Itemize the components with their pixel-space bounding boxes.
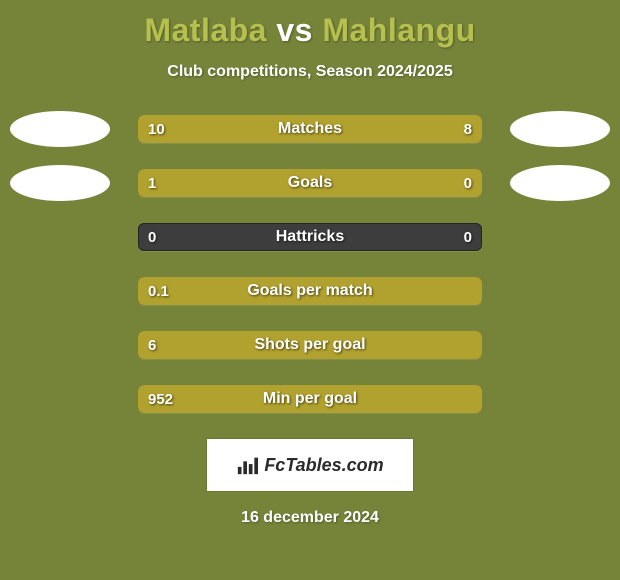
stat-value-left: 0 <box>148 223 156 251</box>
stats-container: Matches108 Goals10 Hattricks0 0 Goals per ma… <box>0 111 620 417</box>
player1-name: Matlaba <box>144 12 267 48</box>
stat-bar: Hattricks0 0 <box>138 223 482 251</box>
logo-text: FcTables.com <box>264 455 383 476</box>
player2-avatar <box>510 111 610 147</box>
stat-bar-fill-left <box>138 277 482 305</box>
stat-bar-fill-right <box>331 115 482 143</box>
avatar-placeholder <box>510 327 610 363</box>
subtitle: Club competitions, Season 2024/2025 <box>167 63 452 81</box>
avatar-placeholder <box>510 381 610 417</box>
stat-row: Goals10 <box>0 165 620 201</box>
player1-avatar <box>10 165 110 201</box>
stat-row: Shots per goal6 <box>0 327 620 363</box>
avatar-placeholder <box>10 219 110 255</box>
stat-bar-fill-left <box>138 115 331 143</box>
stat-label: Hattricks <box>138 223 482 251</box>
comparison-title: Matlaba vs Mahlangu <box>144 12 475 49</box>
player2-avatar <box>510 165 610 201</box>
avatar-placeholder <box>10 273 110 309</box>
avatar-placeholder <box>510 219 610 255</box>
stat-bar-fill-left <box>138 385 482 413</box>
stat-row: Min per goal952 <box>0 381 620 417</box>
stat-bar-fill-right <box>396 169 482 197</box>
vs-label: vs <box>276 12 313 48</box>
stat-bar: Matches108 <box>138 115 482 143</box>
stat-row: Hattricks0 0 <box>0 219 620 255</box>
date-label: 16 december 2024 <box>241 509 379 527</box>
stat-bar: Goals per match0.1 <box>138 277 482 305</box>
stat-bar: Goals10 <box>138 169 482 197</box>
player2-name: Mahlangu <box>322 12 475 48</box>
stat-bar: Min per goal952 <box>138 385 482 413</box>
stat-bar: Shots per goal6 <box>138 331 482 359</box>
avatar-placeholder <box>10 327 110 363</box>
bar-chart-icon <box>236 454 258 476</box>
stat-bar-fill-left <box>138 331 482 359</box>
fctables-logo[interactable]: FcTables.com <box>207 439 413 491</box>
avatar-placeholder <box>510 273 610 309</box>
stat-value-right: 0 <box>464 223 472 251</box>
stat-row: Matches108 <box>0 111 620 147</box>
player1-avatar <box>10 111 110 147</box>
avatar-placeholder <box>10 381 110 417</box>
stat-row: Goals per match0.1 <box>0 273 620 309</box>
stat-bar-fill-left <box>138 169 396 197</box>
